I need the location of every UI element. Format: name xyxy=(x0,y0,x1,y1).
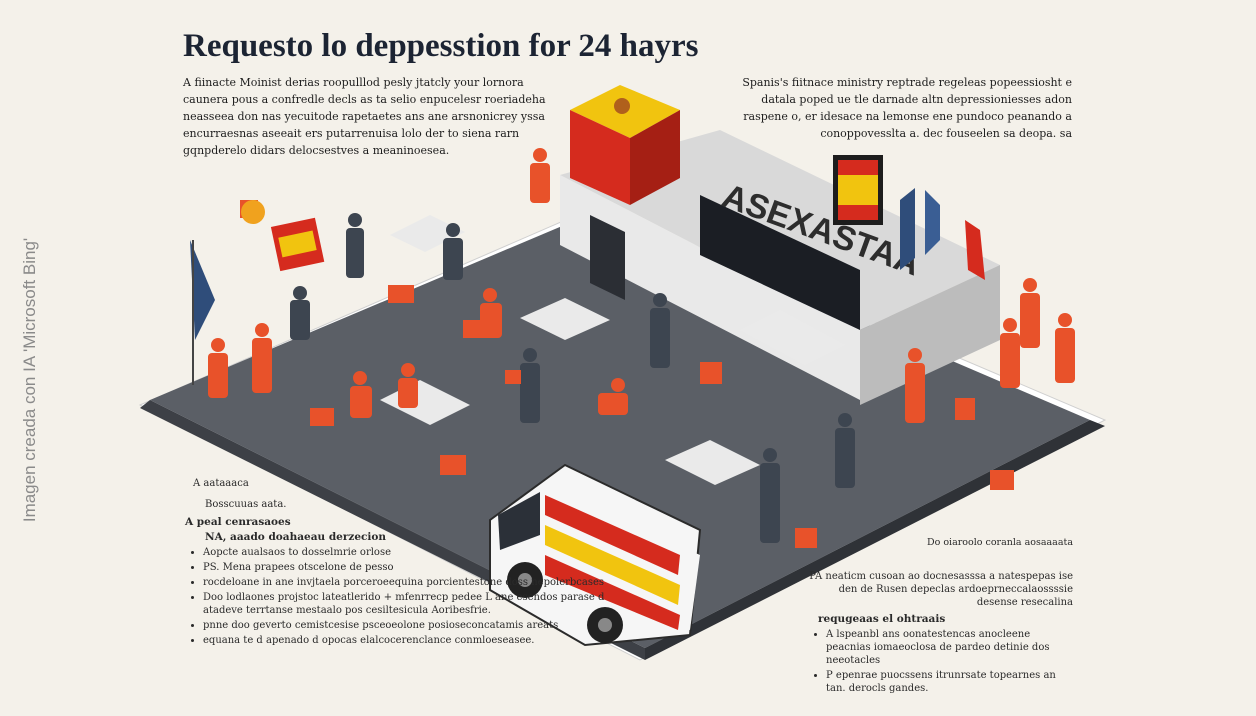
building-windows xyxy=(700,195,860,330)
page-title: Requesto lo deppesstion for 24 hayrs xyxy=(183,28,699,64)
list-item: pnne doo geverto cemistcesise psceoeolon… xyxy=(203,619,625,632)
chair xyxy=(388,285,414,303)
workers-in-orange-vests xyxy=(208,148,1075,423)
right-notes-heading: Do oiaroolo coranla aosaaaata xyxy=(926,537,1073,548)
list-item: PS. Mena prapees otscelone de pesso xyxy=(203,561,625,574)
right-notes-body: PA neaticm cusoan ao docnesasssa a nates… xyxy=(809,571,1073,608)
coin-icon xyxy=(241,200,265,224)
list-item: Doo lodlaones projstoc lateatlerido + mf… xyxy=(203,591,625,617)
delivery-van xyxy=(489,463,702,647)
list-item: Aopcte aualsaos to dosselmrie orlose xyxy=(203,546,625,559)
left-notes-subheading: NA, aaado doahaeau derzecion xyxy=(205,531,387,543)
chair xyxy=(955,398,975,420)
flag-box-right xyxy=(630,110,680,205)
desk-2 xyxy=(520,298,610,340)
desk-4 xyxy=(665,440,760,485)
right-notes: Do oiaroolo coranla aosaaaata PA neaticm… xyxy=(808,537,1073,697)
left-notes-heading: A peal cenrasaoes xyxy=(185,516,291,528)
list-item: equana te d apenado d opocas elalcoceren… xyxy=(203,634,625,647)
chair xyxy=(310,408,334,426)
desk-5 xyxy=(740,310,845,365)
flag-box-left xyxy=(570,110,630,205)
banner-red xyxy=(965,220,985,280)
desk-1 xyxy=(390,215,465,252)
chair xyxy=(463,320,485,338)
office-workers xyxy=(290,213,855,543)
right-notes-list: A lspeanbl ans oonatestencas anocleene p… xyxy=(808,628,1073,695)
flag-pole-flag xyxy=(190,240,215,340)
list-item: P epenrae puocssens itrunrsate topearnes… xyxy=(826,669,1073,695)
left-notes-marker: A aataaaca xyxy=(193,478,249,489)
banner-blue-1 xyxy=(900,188,915,270)
list-item: A lspeanbl ans oonatestencas anocleene p… xyxy=(826,628,1073,667)
intro-left-paragraph: A fiinacte Moinist derias roopulllod pes… xyxy=(183,76,546,157)
left-notes-sub: Bosscuuas aata. xyxy=(205,499,287,510)
chair xyxy=(440,455,466,475)
banner-blue-2 xyxy=(925,190,940,255)
left-notes-list: Aopcte aualsaos to dosselmrie orlose PS.… xyxy=(185,546,625,647)
left-notes: A aataaaca Bosscuuas aata. A peal cenras… xyxy=(185,478,625,649)
list-item: rocdeloane in ane invjtaela porceroeequi… xyxy=(203,576,625,589)
right-notes-subheading: requgeaas el ohtraais xyxy=(818,613,946,625)
coat-of-arms-icon xyxy=(614,98,630,114)
building-right-wall xyxy=(860,265,1000,405)
intro-right-paragraph: Spanis's fiitnace ministry reptrade rege… xyxy=(742,76,1072,140)
building-door xyxy=(590,215,625,300)
